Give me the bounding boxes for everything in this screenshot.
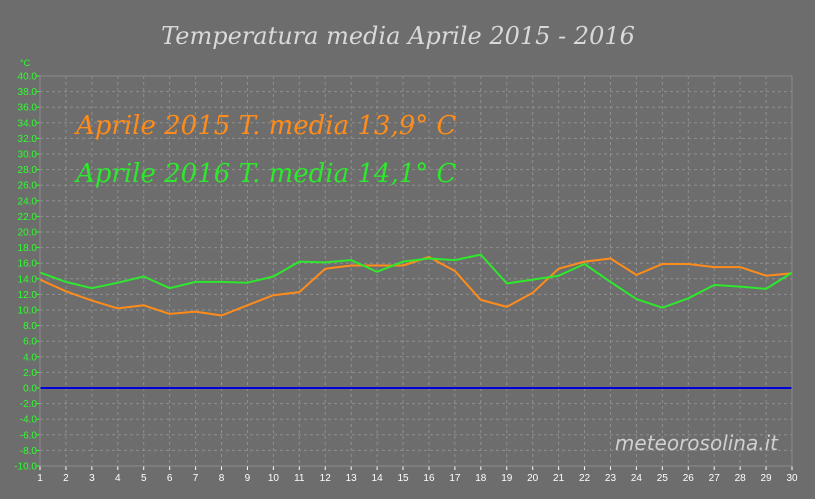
y-tick-label: 24.0 bbox=[18, 196, 38, 207]
y-tick-label: 38.0 bbox=[18, 87, 38, 98]
x-tick-label: 5 bbox=[141, 473, 147, 484]
x-tick-label: 22 bbox=[579, 473, 591, 484]
y-axis: -10.0 -8.0 -6.0 -4.0 -2.0 0.0 2.0 4.0 6.0 8.0 10.0… bbox=[14, 72, 40, 473]
y-tick-label: 26.0 bbox=[18, 181, 38, 192]
x-tick-label: 28 bbox=[735, 473, 747, 484]
y-tick-label: 16.0 bbox=[18, 259, 38, 270]
x-tick-label: 19 bbox=[501, 473, 513, 484]
x-tick-label: 4 bbox=[115, 473, 121, 484]
y-tick-label: -6.0 bbox=[20, 430, 38, 441]
y-tick-label: -8.0 bbox=[20, 446, 38, 457]
y-axis-unit: °C bbox=[20, 58, 31, 68]
y-tick-label: 14.0 bbox=[18, 274, 38, 285]
legend-entry-2015: Aprile 2015 T. media 13,9° C bbox=[74, 111, 457, 141]
y-tick-label: 12.0 bbox=[18, 290, 38, 301]
y-tick-label: 28.0 bbox=[18, 165, 38, 176]
x-tick-label: 12 bbox=[320, 473, 332, 484]
x-tick-label: 1 bbox=[37, 473, 43, 484]
x-tick-label: 3 bbox=[89, 473, 95, 484]
y-tick-label: 30.0 bbox=[18, 150, 38, 161]
chart-title: Temperatura media Aprile 2015 - 2016 bbox=[161, 22, 635, 50]
x-tick-label: 29 bbox=[761, 473, 773, 484]
x-tick-label: 30 bbox=[786, 473, 798, 484]
y-tick-label: -2.0 bbox=[20, 399, 38, 410]
y-tick-label: 18.0 bbox=[18, 243, 38, 254]
y-tick-label: 10.0 bbox=[18, 306, 38, 317]
y-tick-label: 4.0 bbox=[23, 352, 37, 363]
x-tick-label: 27 bbox=[709, 473, 721, 484]
plot-frame bbox=[39, 75, 793, 467]
y-tick-label: 6.0 bbox=[23, 337, 37, 348]
y-tick-label: -4.0 bbox=[20, 415, 38, 426]
series-line-0 bbox=[39, 256, 793, 317]
x-tick-label: 23 bbox=[605, 473, 617, 484]
y-tick-label: 34.0 bbox=[18, 118, 38, 129]
x-tick-label: 18 bbox=[475, 473, 487, 484]
series-lines bbox=[39, 253, 793, 317]
y-tick-label: 2.0 bbox=[23, 368, 37, 379]
series-line-1 bbox=[39, 253, 793, 309]
x-tick-label: 7 bbox=[193, 473, 199, 484]
x-tick-label: 13 bbox=[346, 473, 358, 484]
y-tick-label: -10.0 bbox=[14, 462, 37, 473]
x-tick-label: 25 bbox=[657, 473, 669, 484]
x-tick-label: 21 bbox=[553, 473, 565, 484]
y-tick-label: 36.0 bbox=[18, 103, 38, 114]
legend-entry-2016: Aprile 2016 T. media 14,1° C bbox=[74, 159, 457, 189]
y-tick-label: 20.0 bbox=[18, 228, 38, 239]
x-tick-label: 9 bbox=[245, 473, 251, 484]
y-tick-label: 32.0 bbox=[18, 134, 38, 145]
y-tick-label: 0.0 bbox=[23, 384, 37, 395]
x-tick-label: 24 bbox=[631, 473, 643, 484]
x-tick-label: 20 bbox=[527, 473, 539, 484]
x-tick-label: 6 bbox=[167, 473, 173, 484]
x-axis: 1 2 3 4 5 6 7 8 9 10 11 12 13 14 15 16 17 18 19 20 21 22 23 24 2… bbox=[37, 466, 798, 484]
x-tick-label: 8 bbox=[219, 473, 225, 484]
y-tick-label: 22.0 bbox=[18, 212, 38, 223]
x-tick-label: 14 bbox=[372, 473, 384, 484]
x-tick-label: 17 bbox=[449, 473, 461, 484]
watermark: meteorosolina.it bbox=[615, 431, 779, 455]
x-tick-label: 15 bbox=[397, 473, 409, 484]
x-tick-label: 11 bbox=[294, 473, 305, 484]
x-tick-label: 2 bbox=[63, 473, 69, 484]
x-tick-label: 16 bbox=[423, 473, 435, 484]
y-tick-label: 40.0 bbox=[18, 72, 38, 83]
y-tick-label: 8.0 bbox=[23, 321, 37, 332]
x-tick-label: 10 bbox=[268, 473, 280, 484]
x-tick-label: 26 bbox=[683, 473, 695, 484]
